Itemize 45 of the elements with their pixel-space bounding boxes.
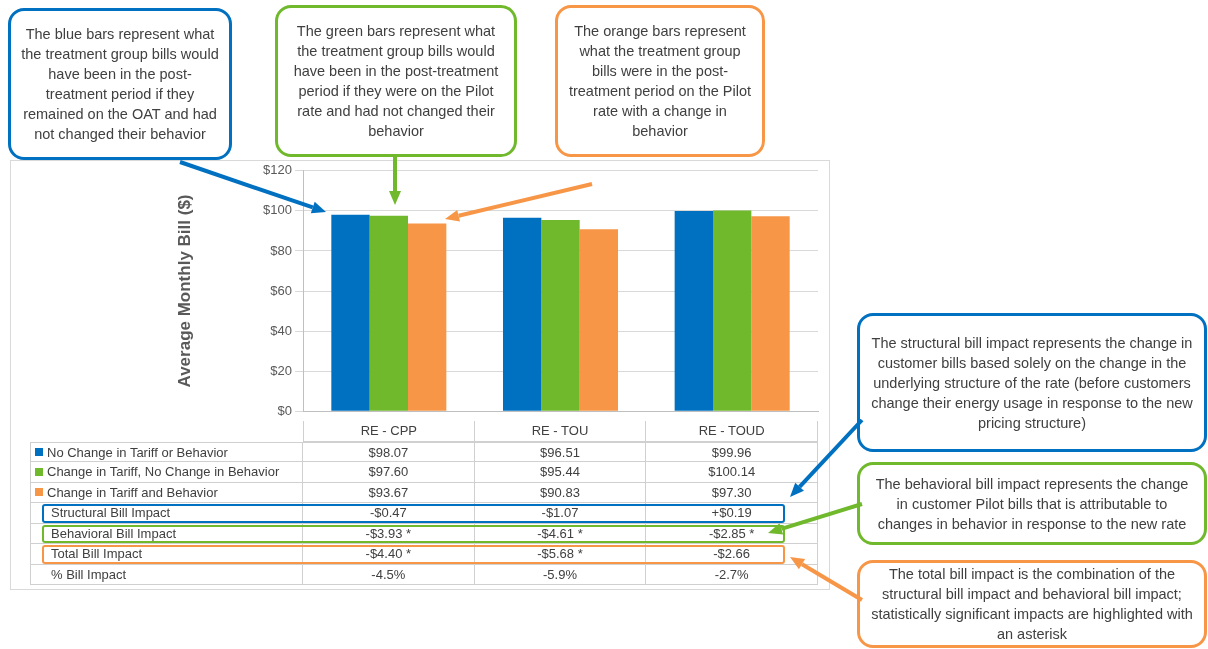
data-label: $95.44 bbox=[540, 464, 580, 479]
data-label: $98.07 bbox=[368, 444, 409, 460]
y-tick-label: $120 bbox=[263, 162, 292, 178]
x-tick-label: RE - TOUD bbox=[646, 421, 818, 442]
text: -$1.07 bbox=[541, 505, 579, 520]
callout-box: The blue bars represent what the treatment group bills would have been in the post-treatment period if they remained on the OAT and had not changed their behavior bbox=[8, 8, 232, 160]
legend-label: Change in Tariff and Behavior bbox=[47, 484, 218, 500]
legend-label: Change in Tariff, No Change in Behavior bbox=[47, 464, 280, 479]
text: +$0.19 bbox=[711, 505, 752, 520]
text: Total Bill Impact bbox=[51, 546, 143, 561]
data-label: $96.51 bbox=[540, 444, 580, 460]
x-tick-label: RE - CPP bbox=[303, 421, 475, 442]
text: % Bill Impact bbox=[51, 566, 127, 582]
data-label: $100.14 bbox=[708, 464, 756, 479]
y-tick-label: $0 bbox=[277, 402, 292, 418]
x-tick-label: RE - TOU bbox=[474, 421, 647, 442]
text: -$2.85 * bbox=[708, 525, 755, 541]
data-label: $93.67 bbox=[368, 484, 409, 500]
text: Structural Bill Impact bbox=[51, 505, 171, 520]
y-tick-label: $60 bbox=[270, 282, 292, 298]
y-tick-label: $20 bbox=[270, 362, 292, 378]
text: -$2.66 bbox=[713, 546, 751, 561]
text: -$4.40 * bbox=[365, 546, 412, 561]
legend-label: No Change in Tariff or Behavior bbox=[47, 444, 228, 460]
data-label: $90.83 bbox=[540, 484, 580, 500]
callout-box: The structural bill impact represents the change in customer bills based solely on the change in the underlying structure of the rate (before customers change their energy usage in response to the new pricing structure) bbox=[857, 313, 1207, 452]
text: -$0.47 bbox=[369, 505, 407, 520]
text: -2.7% bbox=[714, 566, 749, 582]
data-label: $99.96 bbox=[711, 444, 752, 460]
text: -$3.93 * bbox=[365, 525, 412, 541]
text: Behavioral Bill Impact bbox=[51, 525, 176, 541]
text: -5.9% bbox=[543, 566, 577, 582]
data-label: $97.60 bbox=[368, 464, 409, 479]
callout-box: The green bars represent what the treatment group bills would have been in the post-treatment period if they were on the Pilot rate and had not changed their behavior bbox=[275, 5, 517, 157]
text: -$5.68 * bbox=[537, 546, 583, 561]
text: -$4.61 * bbox=[537, 525, 583, 541]
callout-box: The orange bars represent what the treatment group bills were in the post-treatment period on the Pilot rate with a change in behavior bbox=[555, 5, 765, 157]
callout-box: The total bill impact is the combination of the structural bill impact and behavioral bill impact; statistically significant impacts are highlighted with an asterisk bbox=[857, 560, 1207, 648]
data-label: $97.30 bbox=[711, 484, 752, 500]
y-tick-label: $40 bbox=[270, 322, 292, 338]
y-tick-label: $80 bbox=[270, 242, 292, 258]
text: -4.5% bbox=[371, 566, 406, 582]
y-axis-title: Average Monthly Bill ($) bbox=[174, 194, 194, 388]
y-tick-label: $100 bbox=[263, 202, 292, 218]
callout-box: The behavioral bill impact represents the change in customer Pilot bills that is attributable to changes in behavior in response to the new rate bbox=[857, 462, 1207, 545]
